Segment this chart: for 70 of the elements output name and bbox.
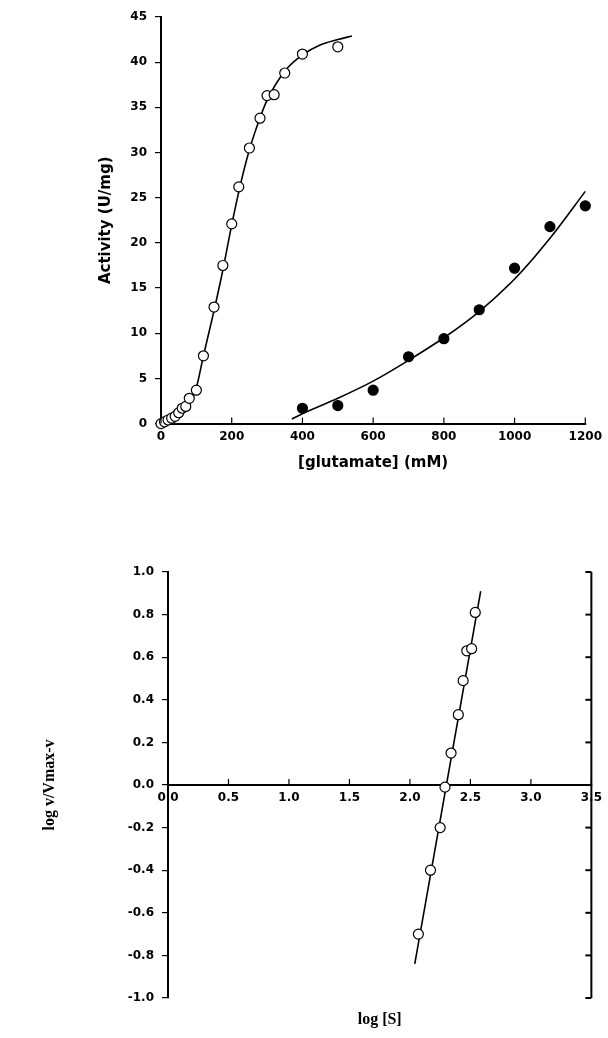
y-tick-label: 0.0 — [132, 777, 154, 792]
x-tick-label: 0 — [156, 428, 166, 443]
y-tick-label: 0 — [138, 415, 147, 430]
x-tick-label: 2.5 — [459, 790, 482, 805]
y-axis-title: log v/Vmax-v — [40, 739, 59, 831]
y-tick-label: -0.6 — [127, 904, 154, 919]
x-tick-label: 0.5 — [217, 790, 240, 805]
point — [190, 384, 202, 396]
y-tick-label: 0.2 — [132, 734, 154, 749]
y-tick-label: -0.8 — [127, 947, 154, 962]
point — [268, 89, 280, 101]
point — [254, 112, 266, 124]
point — [466, 643, 478, 655]
point — [579, 200, 591, 212]
x-tick-label: 1.5 — [338, 790, 361, 805]
x-tick-label: 3.0 — [520, 790, 542, 805]
point — [296, 402, 309, 414]
point — [233, 181, 245, 193]
point — [208, 301, 220, 313]
point — [439, 781, 451, 793]
point — [367, 384, 379, 396]
point — [508, 262, 521, 274]
point — [438, 333, 450, 345]
y-tick-label: -0.2 — [127, 819, 154, 834]
x-tick-label: 2.0 — [399, 790, 421, 805]
y-tick-label: 45 — [130, 9, 147, 24]
x-tick-label: 800 — [431, 428, 457, 443]
point — [412, 928, 424, 940]
y-tick-label: 0.8 — [132, 606, 154, 621]
point — [197, 350, 210, 362]
point — [544, 221, 556, 233]
point — [452, 709, 464, 721]
x-tick-label: 1000 — [497, 428, 532, 443]
y-axis-title: Activity (U/mg) — [95, 156, 114, 285]
point — [217, 259, 229, 272]
point — [332, 399, 344, 412]
x-tick-label: 1200 — [568, 428, 602, 443]
x-tick-label: 400 — [289, 428, 315, 443]
point — [445, 747, 457, 759]
y-tick-label: 10 — [130, 325, 147, 340]
y-tick-label: 35 — [130, 99, 147, 114]
x-axis-title: log [S] — [357, 1010, 402, 1029]
point — [469, 606, 481, 619]
point — [402, 351, 415, 363]
y-tick-label: 25 — [130, 189, 147, 204]
point — [457, 675, 469, 687]
y-tick-label: 20 — [130, 235, 147, 250]
x-tick-label: 200 — [219, 428, 245, 443]
point — [279, 67, 291, 79]
y-tick-label: 5 — [138, 370, 147, 385]
point — [473, 304, 485, 316]
point — [332, 41, 344, 53]
x-tick-label: 1.0 — [278, 790, 300, 805]
y-tick-label: 0.4 — [132, 691, 154, 706]
point — [434, 822, 446, 834]
point — [183, 392, 195, 404]
y-tick-label: -0.4 — [127, 862, 154, 877]
point — [226, 218, 238, 230]
point — [296, 48, 309, 60]
y-tick-label: 40 — [130, 54, 147, 69]
y-tick-label: 15 — [130, 280, 147, 295]
y-tick-label: 1.0 — [132, 564, 154, 579]
line-series — [291, 190, 587, 420]
y-tick-label: 30 — [130, 144, 147, 159]
point — [424, 864, 437, 876]
point — [243, 142, 255, 154]
x-tick-label: 600 — [360, 428, 386, 443]
x-axis-title: [glutamate] (mM) — [298, 453, 449, 472]
y-tick-label: 0.6 — [132, 649, 154, 664]
y-tick-label: -1.0 — [127, 990, 154, 1005]
